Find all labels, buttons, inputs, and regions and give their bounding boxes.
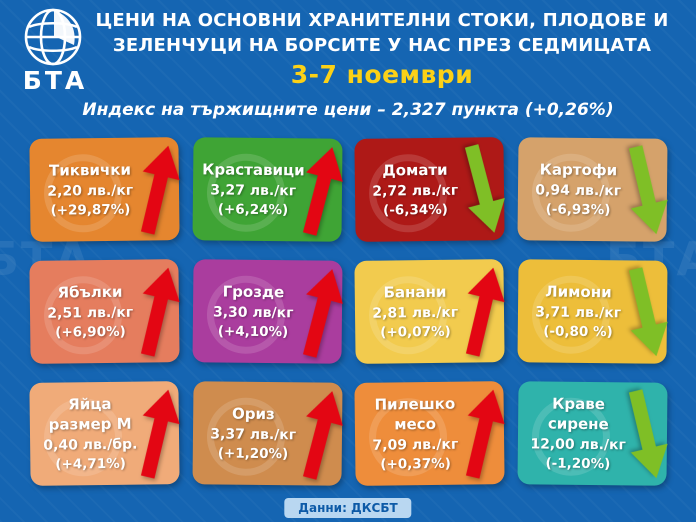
product-price: 2,72 лв./кг — [372, 182, 459, 200]
page-title-line2: ЗЕЛЕНЧУЦИ НА БОРСИТЕ У НАС ПРЕЗ СЕДМИЦАТ… — [112, 35, 652, 57]
product-name: Банани — [383, 282, 447, 302]
product-change: (+6,90%) — [55, 323, 126, 341]
product-name: Грозде — [222, 282, 284, 301]
trend-arrow-icon — [465, 389, 505, 479]
trend-arrow-icon — [464, 143, 505, 233]
trend-arrow-icon — [140, 145, 180, 235]
product-change: (-6,93%) — [545, 201, 611, 219]
product-card: Картофи 0,94 лв./кг (-6,93%) — [516, 137, 667, 242]
product-name: Ябълки — [57, 282, 123, 302]
trend-arrow-icon — [301, 390, 342, 480]
page-title-line1: ЦЕНИ НА ОСНОВНИ ХРАНИТЕЛНИ СТОКИ, ПЛОДОВ… — [95, 10, 669, 31]
product-price: 12,00 лв./кг — [529, 436, 626, 454]
market-index-line: Индекс на тържищните цени – 2,327 пункта… — [82, 100, 614, 120]
product-name: Пилешко месо — [374, 394, 456, 433]
product-price: 7,09 лв./кг — [372, 436, 459, 454]
product-price: 2,51 лв./кг — [47, 304, 134, 322]
product-card: Ориз 3,37 лв./кг (+1,20%) — [191, 381, 342, 486]
trend-arrow-icon — [627, 144, 667, 234]
product-card: Тиквички 2,20 лв./кг (+29,87%) — [29, 137, 180, 242]
header: ЦЕНИ НА ОСНОВНИ ХРАНИТЕЛНИ СТОКИ, ПЛОДОВ… — [0, 0, 696, 89]
product-card: Ябълки 2,51 лв./кг (+6,90%) — [29, 259, 180, 364]
product-price: 3,71 лв./кг — [534, 304, 621, 322]
source-badge: Данни: ДКСБТ — [284, 498, 412, 518]
product-card: Краве сирене 12,00 лв./кг (-1,20%) — [516, 381, 667, 486]
product-name: Яйца размер М — [48, 394, 132, 434]
product-name: Лимони — [544, 282, 612, 301]
trend-arrow-icon — [301, 146, 342, 236]
trend-arrow-icon — [627, 266, 667, 356]
product-name: Ориз — [231, 404, 275, 423]
product-change: (+0,07%) — [380, 323, 451, 341]
trend-arrow-icon — [465, 267, 505, 357]
trend-arrow-icon — [140, 267, 180, 357]
globe-icon — [24, 8, 82, 66]
product-card: Яйца размер М 0,40 лв./бр. (+4,71%) — [29, 381, 180, 486]
trend-arrow-icon — [301, 268, 342, 358]
product-price: 3,27 лв./кг — [209, 182, 296, 200]
product-price: 2,81 лв./кг — [372, 304, 459, 322]
trend-arrow-icon — [140, 389, 180, 479]
product-change: (+1,20%) — [217, 445, 288, 463]
trend-arrow-icon — [627, 388, 667, 478]
period-label: 3-7 ноември — [290, 60, 474, 90]
product-change: (+29,87%) — [50, 201, 131, 219]
product-price: 0,94 лв./кг — [534, 182, 621, 200]
product-name: Краставици — [201, 160, 305, 180]
product-change: (+4,71%) — [55, 455, 126, 473]
product-price: 2,20 лв./кг — [47, 182, 134, 200]
product-price: 0,40 лв./бр. — [43, 436, 138, 454]
product-price: 3,37 лв./кг — [209, 426, 296, 444]
product-change: (-0,80 %) — [542, 323, 613, 341]
product-change: (+4,10%) — [217, 323, 288, 341]
bta-logo: БТА — [12, 6, 98, 95]
product-change: (-1,20%) — [544, 455, 610, 473]
product-card: Лимони 3,71 лв./кг (-0,80 %) — [516, 259, 667, 364]
product-change: (+0,37%) — [380, 455, 451, 473]
product-card: Краставици 3,27 лв./кг (+6,24%) — [191, 137, 342, 242]
product-name: Краве сирене — [547, 394, 609, 433]
product-card: Грозде 3,30 лв/кг (+4,10%) — [191, 259, 342, 364]
product-change: (-6,34%) — [383, 202, 448, 219]
product-card: Пилешко месо 7,09 лв./кг (+0,37%) — [354, 381, 505, 486]
product-name: Домати — [382, 160, 448, 180]
product-name: Тиквички — [48, 160, 132, 180]
product-change: (+6,24%) — [217, 201, 288, 219]
cards-grid: Тиквички 2,20 лв./кг (+29,87%) Краставиц… — [29, 137, 667, 486]
logo-text: БТА — [22, 66, 88, 95]
product-card: Домати 2,72 лв./кг (-6,34%) — [354, 137, 505, 242]
product-card: Банани 2,81 лв./кг (+0,07%) — [354, 259, 505, 364]
product-price: 3,30 лв/кг — [212, 304, 294, 322]
product-name: Картофи — [539, 160, 617, 180]
